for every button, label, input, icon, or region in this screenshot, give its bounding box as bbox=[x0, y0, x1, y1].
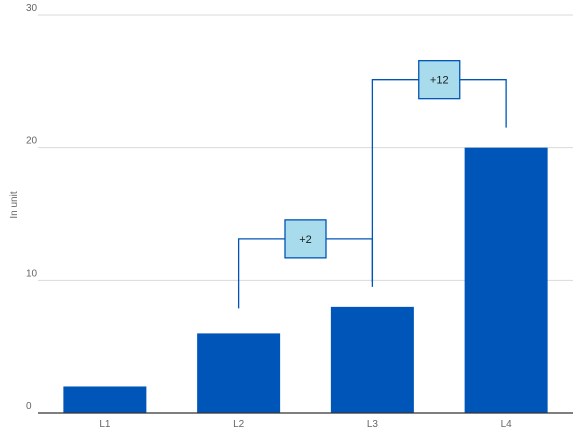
y-tick-label: 20 bbox=[26, 136, 38, 147]
bar bbox=[197, 333, 281, 413]
delta-connector-left bbox=[371, 79, 419, 282]
delta-connector-right bbox=[459, 79, 507, 128]
y-axis-title: In unit bbox=[9, 191, 20, 218]
delta-connector-right bbox=[326, 238, 374, 287]
y-tick-label: 30 bbox=[26, 3, 38, 14]
x-tick-label: L2 bbox=[233, 419, 245, 430]
y-tick-label: 10 bbox=[26, 268, 38, 279]
bar bbox=[330, 306, 414, 413]
y-tick-label: 0 bbox=[26, 401, 32, 412]
delta-box bbox=[418, 60, 461, 100]
delta-connector-left bbox=[237, 238, 285, 309]
x-tick-label: L3 bbox=[367, 419, 379, 430]
x-tick-label: L4 bbox=[501, 419, 513, 430]
delta-label: +2 bbox=[299, 234, 312, 246]
bar bbox=[464, 147, 548, 413]
bar bbox=[63, 386, 147, 413]
delta-box bbox=[284, 219, 327, 259]
delta-label: +12 bbox=[430, 75, 449, 87]
x-tick-label: L1 bbox=[99, 419, 111, 430]
